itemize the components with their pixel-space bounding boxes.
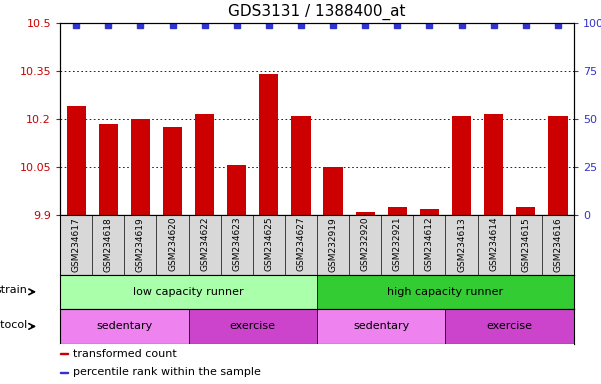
Bar bbox=[445, 309, 574, 344]
Text: exercise: exercise bbox=[230, 321, 276, 331]
Bar bbox=[195, 114, 214, 215]
Bar bbox=[60, 275, 317, 309]
Bar bbox=[548, 116, 567, 215]
Text: transformed count: transformed count bbox=[73, 349, 177, 359]
Text: sedentary: sedentary bbox=[353, 321, 409, 331]
Text: GSM234623: GSM234623 bbox=[232, 217, 241, 271]
Text: low capacity runner: low capacity runner bbox=[133, 287, 244, 297]
Text: GSM234614: GSM234614 bbox=[489, 217, 498, 271]
Text: GSM232919: GSM232919 bbox=[329, 217, 338, 271]
Bar bbox=[452, 116, 471, 215]
Bar bbox=[60, 309, 189, 344]
Text: strain: strain bbox=[0, 285, 27, 295]
Bar bbox=[323, 167, 343, 215]
Bar bbox=[131, 119, 150, 215]
Bar bbox=[388, 207, 407, 215]
Text: protocol: protocol bbox=[0, 319, 27, 330]
Text: sedentary: sedentary bbox=[96, 321, 153, 331]
Bar bbox=[291, 116, 311, 215]
Bar bbox=[419, 209, 439, 215]
Bar bbox=[227, 166, 246, 215]
Bar bbox=[163, 127, 182, 215]
Text: high capacity runner: high capacity runner bbox=[388, 287, 504, 297]
Text: exercise: exercise bbox=[487, 321, 532, 331]
Text: GSM234620: GSM234620 bbox=[168, 217, 177, 271]
Text: GSM234618: GSM234618 bbox=[104, 217, 113, 271]
Bar bbox=[99, 124, 118, 215]
Text: GSM234616: GSM234616 bbox=[554, 217, 563, 271]
Bar bbox=[259, 74, 278, 215]
Text: GSM234617: GSM234617 bbox=[72, 217, 81, 271]
Text: GSM234627: GSM234627 bbox=[296, 217, 305, 271]
Bar bbox=[484, 114, 503, 215]
Bar bbox=[60, 353, 68, 354]
Bar bbox=[516, 207, 535, 215]
Bar bbox=[189, 309, 317, 344]
Text: GSM232921: GSM232921 bbox=[393, 217, 402, 271]
Bar bbox=[317, 275, 574, 309]
Text: GSM234613: GSM234613 bbox=[457, 217, 466, 271]
Title: GDS3131 / 1388400_at: GDS3131 / 1388400_at bbox=[228, 4, 406, 20]
Bar bbox=[67, 106, 86, 215]
Bar bbox=[356, 212, 375, 215]
Bar bbox=[317, 309, 445, 344]
Text: GSM234612: GSM234612 bbox=[425, 217, 434, 271]
Text: GSM234619: GSM234619 bbox=[136, 217, 145, 271]
Text: percentile rank within the sample: percentile rank within the sample bbox=[73, 367, 261, 377]
Text: GSM232920: GSM232920 bbox=[361, 217, 370, 271]
Text: GSM234615: GSM234615 bbox=[521, 217, 530, 271]
Text: GSM234625: GSM234625 bbox=[264, 217, 273, 271]
Text: GSM234622: GSM234622 bbox=[200, 217, 209, 271]
